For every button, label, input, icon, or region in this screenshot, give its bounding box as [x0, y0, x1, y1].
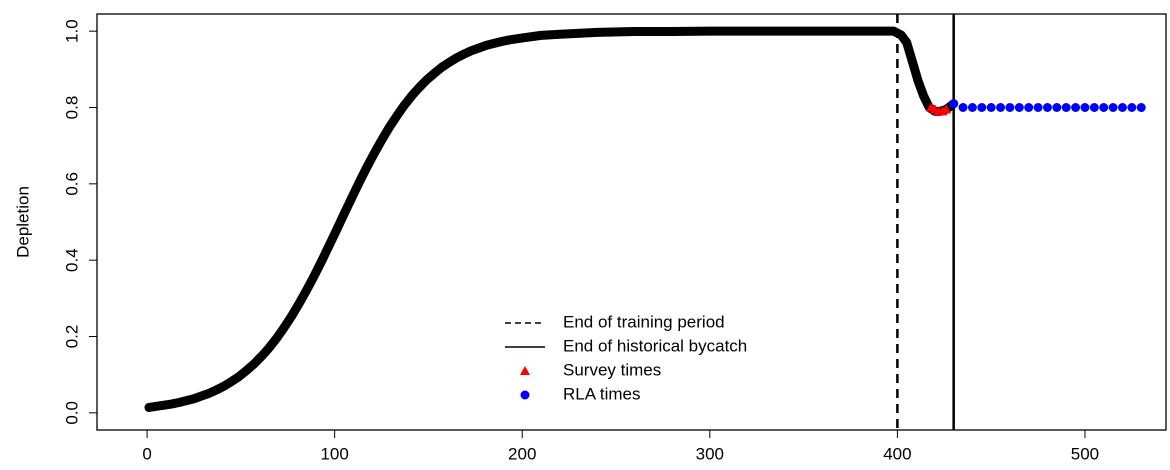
rla-marker	[977, 103, 987, 113]
x-tick-label: 500	[1071, 444, 1099, 463]
legend-symbol	[520, 366, 530, 375]
rla-marker	[1052, 103, 1062, 113]
depletion-line	[144, 26, 959, 412]
legend-symbol	[520, 390, 530, 400]
rla-marker	[1136, 103, 1146, 113]
legend-label: End of historical bycatch	[563, 336, 747, 355]
rla-marker	[967, 103, 977, 113]
rla-marker	[949, 99, 959, 109]
plot-frame	[96, 13, 1167, 431]
rla-marker	[1071, 103, 1081, 113]
y-tick-label: 0.4	[62, 248, 81, 272]
legend-label: Survey times	[563, 360, 661, 379]
x-tick-label: 300	[696, 444, 724, 463]
y-axis-label: Depletion	[13, 186, 32, 258]
y-tick-label: 0.6	[62, 172, 81, 196]
rla-marker	[1127, 103, 1137, 113]
rla-marker	[996, 103, 1006, 113]
y-tick-label: 0.8	[62, 96, 81, 120]
rla-marker	[1117, 103, 1127, 113]
x-tick-label: 200	[508, 444, 536, 463]
rla-marker	[1080, 103, 1090, 113]
x-tick-label: 0	[142, 444, 151, 463]
rla-marker	[986, 103, 996, 113]
rla-marker	[1033, 103, 1043, 113]
rla-marker	[1099, 103, 1109, 113]
x-tick-label: 400	[883, 444, 911, 463]
legend-label: RLA times	[563, 384, 640, 403]
legend-label: End of training period	[563, 312, 725, 331]
y-tick-label: 1.0	[62, 19, 81, 43]
rla-marker	[1061, 103, 1071, 113]
rla-marker	[1014, 103, 1024, 113]
rla-marker	[1089, 103, 1099, 113]
rla-marker	[958, 103, 968, 113]
rla-marker	[1042, 103, 1052, 113]
survey-marker	[941, 104, 952, 114]
x-tick-label: 100	[320, 444, 348, 463]
rla-marker	[1005, 103, 1015, 113]
rla-marker	[1108, 103, 1118, 113]
y-tick-label: 0.2	[62, 325, 81, 349]
y-tick-label: 0.0	[62, 401, 81, 425]
rla-marker	[1024, 103, 1034, 113]
